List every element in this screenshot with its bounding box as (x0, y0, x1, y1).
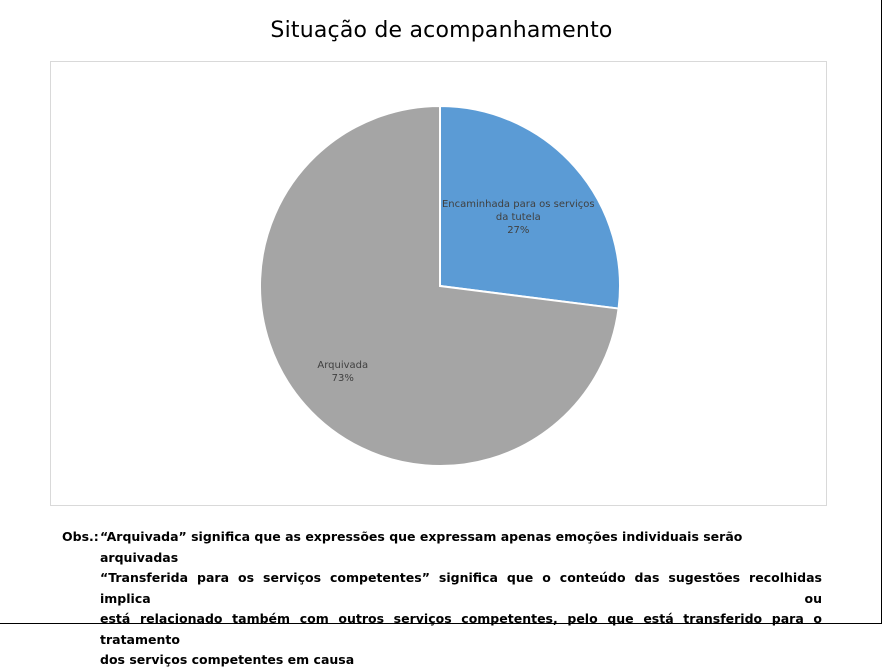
pie-slice-arquivada (259, 104, 620, 467)
data-label-category: Arquivada (317, 360, 368, 371)
data-label-value: 73% (332, 373, 354, 384)
note-line: “Arquivada” significa que as expressões … (100, 529, 743, 565)
note-line: está relacionado também com outros servi… (100, 611, 822, 647)
chart-title: Situação de acompanhamento (270, 18, 613, 43)
data-label-value: 27% (507, 225, 529, 236)
notes-prefix: Obs.: (62, 529, 99, 544)
chart-area: Encaminhada para os serviços da tutela 27%… (50, 61, 827, 506)
pie-chart: Encaminhada para os serviços da tutela 27%… (259, 104, 621, 467)
data-label-category: da tutela (496, 212, 541, 223)
notes-body: “Arquivada” significa que as expressões … (100, 527, 822, 671)
note-line: dos serviços competentes em causa (100, 652, 355, 667)
page-frame (0, 0, 882, 624)
data-label-category: Encaminhada para os serviços (442, 199, 595, 210)
pie-slice-encaminhada-para-os-servicos (439, 104, 621, 310)
note-line: “Transferida para os serviços competente… (100, 570, 822, 606)
notes: Obs.: “Arquivada” significa que as expre… (62, 527, 822, 671)
